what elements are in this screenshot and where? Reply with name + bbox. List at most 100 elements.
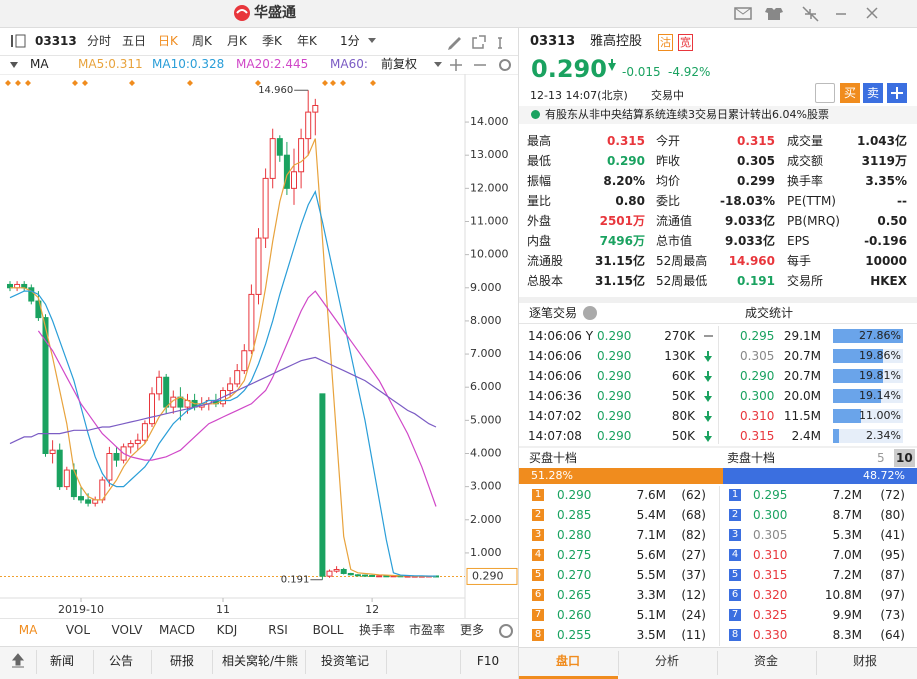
ma-line [37,290,437,507]
stats-title: 成交统计 [745,306,794,320]
ma-line [10,138,436,577]
stock-code: 03313 [35,34,77,48]
adjust-select[interactable]: 前复权 [381,57,418,71]
quote-label: EPS [787,234,810,248]
period-tab[interactable]: 五日 [122,34,147,48]
period-tab[interactable]: 月K [227,34,247,48]
level-badge: 2 [729,509,741,521]
stat-price: 0.305 [740,349,775,363]
book-price: 0.265 [557,588,592,602]
quote-label: 交易所 [787,274,824,288]
panel-divider [518,27,519,679]
candle-body [312,104,319,113]
level-badge: 6 [729,589,741,601]
last-price-label: 0.290 [472,569,504,582]
indicator-tab[interactable]: VOLV [111,623,143,637]
upload-icon[interactable] [8,651,28,671]
indicator-tab[interactable]: 换手率 [358,623,396,637]
nav-tab[interactable]: F10 [476,654,500,668]
book-price: 0.260 [557,608,592,622]
indicator-tab[interactable]: MA [18,623,38,637]
nav-tab[interactable]: 研报 [169,654,195,668]
tick-time: 14:06:06 Y [528,329,594,343]
tick-price: 0.290 [597,429,632,443]
tick-dir-down [704,436,712,442]
indicator-settings[interactable] [499,624,513,638]
quote-value: 31.15亿 [595,254,645,268]
stat-share: 2.34% [866,429,901,442]
indicator-tab[interactable]: VOL [65,623,91,637]
indicator-tab[interactable]: 更多 [459,623,485,637]
level-badge: 6 [532,589,544,601]
depth-option[interactable]: 10 [894,449,915,467]
tick-dir-stem [707,351,709,356]
sell-button[interactable]: 卖 [863,83,883,103]
book-orders: (68) [681,508,706,522]
tick-price: 0.290 [597,349,632,363]
candle-body [354,574,361,577]
tick-dir-stem [707,371,709,376]
indicator-tab[interactable]: BOLL [312,623,344,637]
tick-time: 14:07:02 [528,409,582,423]
stat-bar-track [833,429,903,443]
interval-select[interactable]: 1分 [340,34,360,48]
period-tab[interactable]: 季K [262,34,282,48]
logo-icon [234,5,250,21]
indicator-tab[interactable]: KDJ [216,623,238,637]
panel-tab[interactable]: 盘口 [555,654,581,668]
tab-divider [717,651,718,675]
quote-value: 0.315 [607,134,645,148]
book-volume: 7.2M [832,488,862,502]
bid-ratio-bar [519,468,724,484]
period-tab[interactable]: 年K [297,34,317,48]
quote-label: 昨收 [656,154,681,168]
depth-option[interactable]: 5 [877,451,885,465]
period-tab[interactable]: 分时 [87,34,112,48]
alert-button[interactable] [815,83,835,103]
quote-value: 0.299 [737,174,775,188]
book-price: 0.315 [753,568,788,582]
quote-value: -0.196 [864,234,907,248]
interval-caret[interactable] [368,38,376,43]
indicator-bar [0,618,518,645]
nav-tab[interactable]: 相关窝轮/牛熊 [221,654,299,668]
nav-tab[interactable]: 投资笔记 [320,654,370,668]
nav-divider [460,650,461,674]
nav-tab[interactable]: 新闻 [49,654,75,668]
candle-body [255,237,262,295]
window-controls[interactable] [730,2,917,26]
tick-dir-down [704,376,712,382]
panel-tab[interactable]: 分析 [654,654,680,668]
indicator-tab[interactable]: RSI [268,623,288,637]
nav-tab[interactable]: 公告 [108,654,134,668]
candle-body [333,568,340,572]
stat-price: 0.300 [740,389,775,403]
period-tab[interactable]: 日K [158,34,178,48]
adjust-caret[interactable] [434,62,442,67]
quote-label: 外盘 [527,214,552,228]
stat-price: 0.310 [740,409,775,423]
toolbar-icons[interactable] [445,30,518,74]
level-badge: 3 [532,529,544,541]
book-orders: (41) [880,528,905,542]
candle-body [347,572,354,576]
y-tick-label: 12.000 [470,181,509,194]
panel-tab[interactable]: 财报 [852,654,878,668]
indicator-tab[interactable]: 市盈率 [408,623,446,637]
panel-tab[interactable]: 资金 [753,654,779,668]
quote-value: 3119万 [861,154,907,168]
stat-bar [833,409,861,423]
period-tab[interactable]: 周K [192,34,212,48]
quote-value: 0.305 [737,154,775,168]
book-price: 0.300 [753,508,788,522]
ma-collapse-icon[interactable] [8,59,22,71]
buy-button[interactable]: 买 [840,83,860,103]
stat-price: 0.290 [740,369,775,383]
panel-toggle-icon[interactable] [8,33,28,49]
x-tick-label: 12 [365,603,379,616]
tick-volume: 130K [664,349,695,363]
y-tick-label: 1.000 [470,546,502,559]
last-price: 0.290 [531,55,607,83]
indicator-tab[interactable]: MACD [159,623,195,637]
bottom-nav [0,646,518,679]
